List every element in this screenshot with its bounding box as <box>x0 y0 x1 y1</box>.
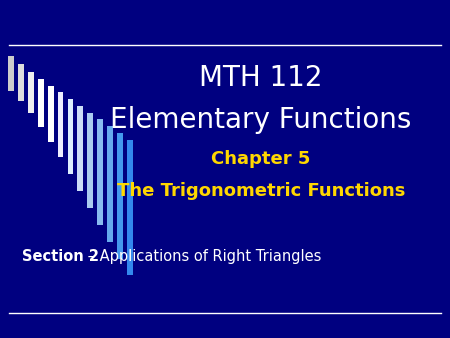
Bar <box>18 64 24 101</box>
Bar <box>87 113 93 208</box>
Bar <box>117 133 123 259</box>
Bar <box>58 92 63 157</box>
Bar <box>107 126 113 242</box>
Bar <box>77 106 83 191</box>
Bar <box>48 86 54 142</box>
Text: The Trigonometric Functions: The Trigonometric Functions <box>117 182 405 200</box>
Text: Elementary Functions: Elementary Functions <box>110 106 412 134</box>
Bar <box>8 56 14 91</box>
Bar <box>127 140 133 275</box>
Text: Section 2: Section 2 <box>22 249 99 264</box>
Text: Chapter 5: Chapter 5 <box>212 150 310 168</box>
Text: – Applications of Right Triangles: – Applications of Right Triangles <box>83 249 322 264</box>
Text: MTH 112: MTH 112 <box>199 64 323 92</box>
Bar <box>97 119 103 225</box>
Bar <box>28 72 34 113</box>
Bar <box>68 99 73 174</box>
Bar <box>38 79 44 127</box>
